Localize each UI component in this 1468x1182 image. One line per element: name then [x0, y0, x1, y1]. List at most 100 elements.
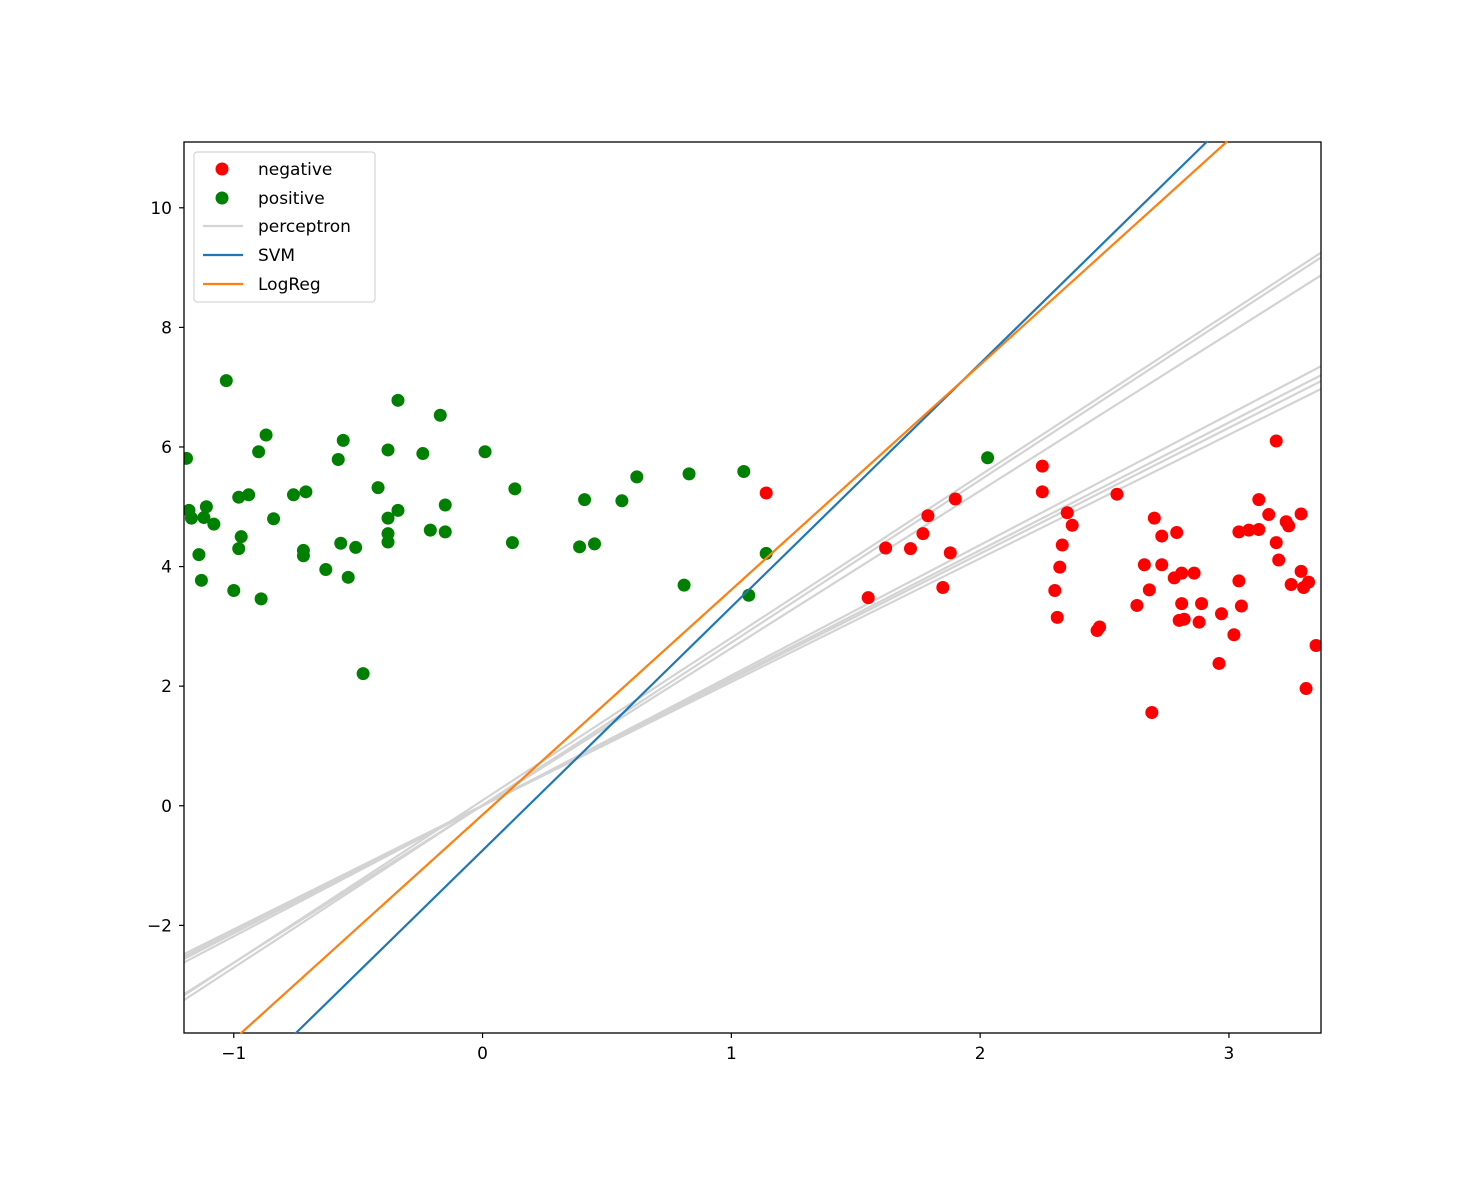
positive-point-16	[254, 592, 268, 606]
negative-point-52	[1284, 578, 1298, 592]
negative-point-20	[1110, 487, 1124, 501]
negative-point-51	[1282, 519, 1296, 533]
positive-point-45	[573, 540, 587, 554]
legend-marker-negative	[215, 162, 229, 176]
positive-point-17	[259, 428, 273, 442]
svm-line	[294, 140, 1209, 1035]
positive-point-43	[505, 536, 519, 550]
negative-point-46	[1262, 508, 1276, 522]
legend: negative positive perceptron SVM LogReg	[193, 151, 376, 303]
positive-point-40	[438, 498, 452, 512]
positive-point-42	[478, 445, 492, 459]
negative-point-54	[1294, 564, 1308, 578]
positive-point-33	[381, 535, 395, 549]
x-tick-label: 3	[1224, 1044, 1235, 1064]
positive-point-24	[331, 453, 345, 467]
negative-point-9	[948, 492, 962, 506]
negative-point-57	[1302, 575, 1316, 589]
positive-point-41	[438, 525, 452, 539]
negative-point-29	[1170, 525, 1184, 539]
perceptron-line-6	[184, 256, 1321, 1002]
positive-point-48	[615, 494, 629, 508]
positive-point-39	[433, 408, 447, 422]
legend-label-perceptron: perceptron	[258, 217, 351, 237]
positive-point-18	[267, 512, 281, 526]
negative-point-2	[861, 591, 875, 605]
negative-point-17	[1065, 518, 1079, 532]
positive-point-52	[737, 464, 751, 478]
negative-point-43	[1242, 523, 1256, 537]
y-axis: −2 0 2 4 6 8 10	[147, 199, 184, 936]
negative-point-16	[1060, 506, 1074, 520]
positive-point-9	[219, 374, 233, 388]
negative-point-12	[1048, 583, 1062, 597]
positive-point-31	[381, 511, 395, 525]
perceptron-line-5	[184, 251, 1321, 997]
positive-point-26	[336, 433, 350, 447]
positive-point-11	[232, 542, 246, 556]
negative-point-24	[1145, 705, 1159, 719]
negative-point-33	[1177, 612, 1191, 626]
positive-point-50	[677, 578, 691, 592]
positive-point-25	[334, 536, 348, 550]
negative-point-35	[1192, 615, 1206, 629]
negative-point-22	[1137, 558, 1151, 572]
negative-point-6	[921, 509, 935, 523]
lines-layer	[184, 251, 1321, 1002]
positive-point-7	[199, 500, 213, 514]
positive-point-30	[371, 481, 385, 495]
positive-point-46	[578, 493, 592, 507]
x-tick-label: 2	[975, 1044, 986, 1064]
negative-point-13	[1050, 610, 1064, 624]
positive-point-29	[356, 667, 370, 681]
negative-point-27	[1155, 529, 1169, 543]
positive-point-51	[682, 467, 696, 481]
negative-point-4	[903, 542, 917, 556]
legend-marker-positive	[215, 191, 229, 205]
negative-point-44	[1252, 493, 1266, 507]
negative-point-47	[1269, 434, 1283, 448]
negative-point-42	[1234, 599, 1248, 613]
x-axis: −1 0 1 2 3	[221, 1033, 1234, 1064]
negative-point-36	[1195, 597, 1209, 611]
positive-point-8	[207, 517, 221, 531]
negative-point-39	[1227, 628, 1241, 642]
positive-point-10	[227, 583, 241, 597]
negative-point-31	[1175, 566, 1189, 580]
positive-point-14	[242, 488, 256, 502]
negative-point-38	[1214, 607, 1228, 621]
negative-point-5	[916, 527, 930, 541]
x-tick-label: 0	[477, 1044, 488, 1064]
y-tick-label: 10	[150, 199, 172, 219]
legend-label-positive: positive	[258, 189, 325, 209]
y-tick-label: 8	[161, 318, 172, 338]
legend-label-negative: negative	[258, 160, 332, 180]
positive-point-28	[349, 540, 363, 554]
positive-point-49	[630, 470, 644, 484]
y-tick-label: 2	[161, 677, 172, 697]
y-tick-label: −2	[147, 916, 172, 936]
positive-point-38	[423, 523, 437, 537]
positive-point-44	[508, 482, 522, 496]
negative-point-45	[1252, 522, 1266, 536]
positive-point-19	[286, 488, 300, 502]
negative-point-3	[879, 541, 893, 555]
negative-point-14	[1053, 560, 1067, 574]
negative-point-32	[1175, 597, 1189, 611]
positive-point-22	[299, 485, 313, 499]
positive-point-21	[296, 549, 310, 563]
positive-point-1	[184, 451, 193, 465]
positive-point-3	[184, 511, 198, 525]
legend-label-svm: SVM	[258, 246, 295, 266]
negative-point-10	[1035, 459, 1049, 473]
negative-point-19	[1093, 620, 1107, 634]
negative-point-48	[1269, 536, 1283, 550]
positive-point-5	[194, 573, 208, 587]
positive-point-36	[391, 393, 405, 407]
negative-point-8	[943, 546, 957, 560]
y-tick-label: 6	[161, 438, 172, 458]
perceptron-line-7	[184, 274, 1321, 996]
negative-point-49	[1272, 553, 1286, 567]
legend-box	[193, 151, 376, 303]
